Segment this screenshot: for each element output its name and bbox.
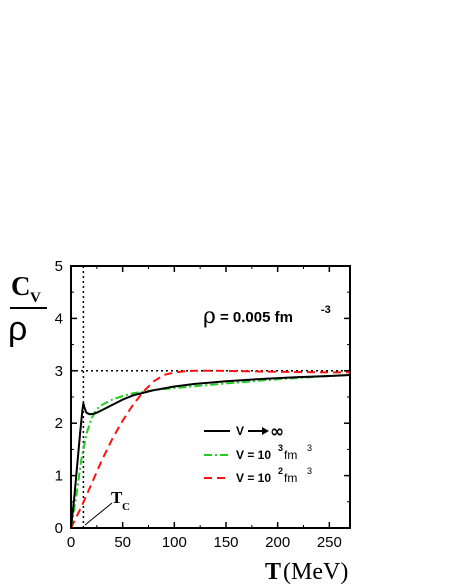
axis-ticks: 0 50 100 150 200 250 0 1 2 3 4 5 (55, 258, 351, 551)
y-tick-label-4: 4 (55, 310, 63, 327)
legend-entry-0: V ∞ (204, 422, 284, 442)
x-tick-label-5: 250 (317, 534, 342, 551)
legend-prefix-0: V (236, 424, 244, 438)
svg-text:∞: ∞ (270, 422, 284, 442)
x-tick-label-1: 50 (114, 534, 131, 551)
series-line-2 (70, 369, 350, 529)
legend: V ∞ V = 10 3 fm 3 V = 10 2 fm 3 (204, 422, 312, 485)
ylabel-numerator-sub: V (30, 290, 41, 306)
x-axis-label: T (MeV) (265, 559, 348, 585)
arrow-to-infinity-icon: ∞ (248, 422, 284, 442)
xlabel-var: T (265, 559, 281, 585)
tc-sub: C (122, 501, 130, 513)
legend-exp-2: 2 (278, 466, 283, 476)
legend-entry-2: V = 10 2 fm 3 (204, 466, 312, 485)
density-annotation: ρ = 0.005 fm -3 (203, 304, 331, 329)
annotation-rho: ρ (203, 304, 216, 329)
y-tick-label-0: 0 (55, 520, 63, 537)
x-tick-label-3: 150 (213, 534, 238, 551)
annotation-rho-exp: -3 (321, 304, 331, 316)
series-line-1 (70, 374, 351, 529)
y-tick-label-2: 2 (55, 415, 63, 432)
legend-unit-exp-2: 3 (307, 466, 312, 476)
tc-annotation: T C (84, 488, 130, 526)
legend-unit-exp-1: 3 (307, 443, 312, 453)
series-line-0 (70, 374, 351, 529)
legend-unit-1: fm (284, 448, 297, 462)
ylabel-denominator: ρ (8, 310, 27, 348)
tc-label: T (111, 488, 123, 507)
ylabel-numerator: C (11, 271, 31, 301)
annotation-rho-text: = 0.005 fm (220, 309, 293, 326)
legend-prefix-1: V = 10 (236, 448, 271, 462)
xlabel-unit: (MeV) (283, 559, 348, 585)
legend-unit-2: fm (284, 471, 297, 485)
x-tick-label-0: 0 (67, 534, 75, 551)
series-layer (70, 369, 351, 529)
legend-entry-1: V = 10 3 fm 3 (204, 443, 312, 462)
y-tick-label-3: 3 (55, 363, 63, 380)
x-tick-label-2: 100 (162, 534, 187, 551)
y-axis-label: C V ρ (8, 271, 47, 348)
legend-prefix-2: V = 10 (236, 471, 271, 485)
plot-frame (70, 265, 351, 529)
y-tick-label-5: 5 (55, 258, 63, 275)
legend-exp-1: 3 (278, 443, 283, 453)
y-tick-label-1: 1 (55, 468, 63, 485)
plot-area (71, 266, 350, 528)
tc-pointer-line (84, 502, 113, 526)
x-tick-label-4: 200 (265, 534, 290, 551)
